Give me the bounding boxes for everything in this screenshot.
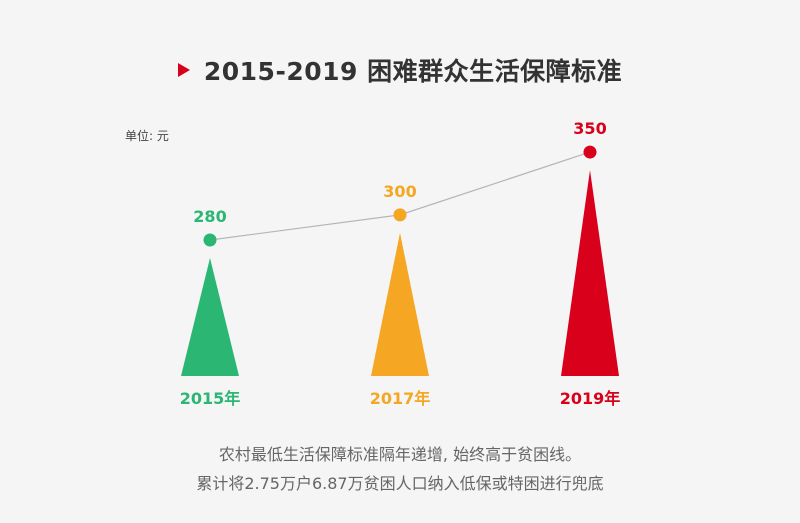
chart-area: 280 2015年 300 2017年 350 2019年 <box>180 119 621 408</box>
bar-triangle-2015年 <box>181 258 239 376</box>
value-label: 350 <box>573 119 606 138</box>
data-point <box>393 208 407 222</box>
bar-triangle-2019年 <box>561 170 619 376</box>
title-triangle-icon <box>177 63 190 77</box>
data-point <box>583 145 597 159</box>
unit-label: 单位: 元 <box>125 129 169 143</box>
category-label: 2017年 <box>370 389 431 408</box>
value-label: 280 <box>193 207 226 226</box>
title-row: 2015-2019 困难群众生活保障标准 <box>0 52 800 88</box>
category-label: 2019年 <box>560 389 621 408</box>
bar-triangle-2017年 <box>371 232 429 376</box>
data-point <box>203 233 217 247</box>
category-label: 2015年 <box>180 389 241 408</box>
footnote-line-2: 累计将2.75万户6.87万贫困人口纳入低保或特困进行兜底 <box>196 474 604 493</box>
chart-title: 2015-2019 困难群众生活保障标准 <box>203 57 623 86</box>
value-label: 300 <box>383 182 416 201</box>
footnote-line-1: 农村最低生活保障标准隔年递增, 始终高于贫困线。 <box>218 445 582 464</box>
